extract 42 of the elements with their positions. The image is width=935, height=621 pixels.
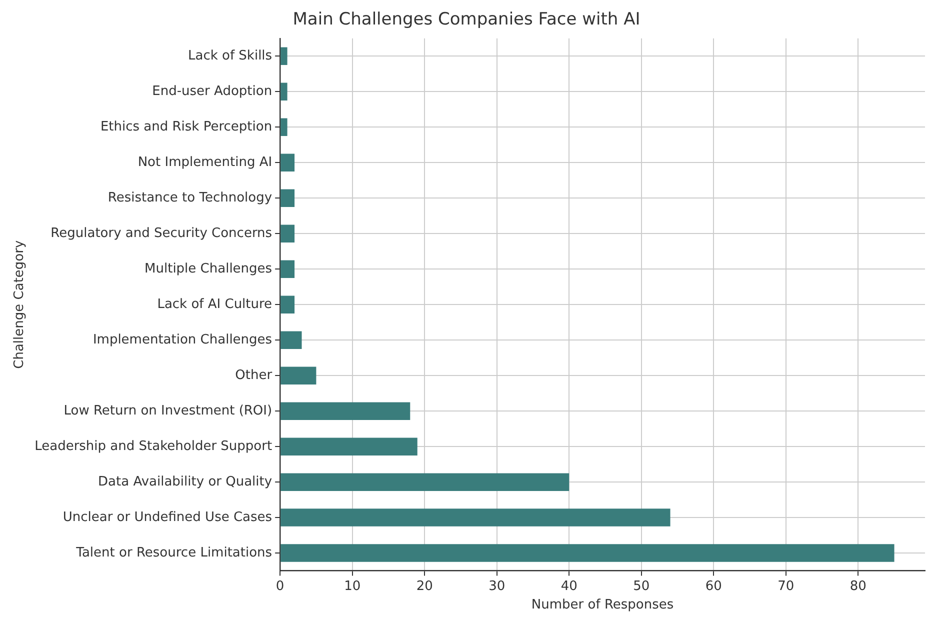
y-tick-label: Implementation Challenges: [92, 332, 272, 348]
y-tick-label: Lack of Skills: [188, 48, 272, 64]
y-tick-label: Data Availability or Quality: [98, 474, 272, 490]
y-tick-label: Resistance to Technology: [108, 190, 272, 206]
bar: [280, 544, 894, 562]
y-tick-label: Lack of AI Culture: [157, 296, 272, 312]
bar: [280, 366, 316, 384]
x-axis-title: Number of Responses: [531, 598, 674, 613]
x-tick-label: 80: [850, 578, 866, 594]
bar: [280, 154, 295, 172]
chart-title: Main Challenges Companies Face with AI: [292, 10, 640, 30]
x-tick-label: 20: [416, 578, 433, 594]
bar: [280, 82, 288, 101]
y-tick-label: Unclear or Undefined Use Cases: [62, 510, 272, 525]
y-tick-label: Low Return on Investment (ROI): [64, 403, 272, 418]
x-tick-label: 50: [633, 578, 650, 594]
x-tick-label: 60: [705, 578, 722, 594]
y-tick-label: Leadership and Stakeholder Support: [34, 438, 272, 454]
x-tick-label: 70: [778, 578, 794, 594]
y-tick-label: Ethics and Risk Perception: [100, 120, 272, 135]
bar: [280, 224, 295, 242]
bar: [280, 296, 295, 314]
bar: [280, 508, 670, 526]
bar: [280, 473, 570, 491]
bar: [280, 47, 288, 66]
bar: [280, 331, 302, 349]
x-tick-label: 0: [276, 578, 284, 594]
bar: [280, 438, 418, 456]
bar: [280, 260, 295, 278]
y-tick-label: Not Implementing AI: [138, 155, 272, 170]
x-tick-label: 10: [344, 578, 361, 594]
y-tick-label: Other: [235, 368, 273, 383]
y-tick-label: End-user Adoption: [152, 84, 272, 100]
y-tick-label: Talent or Resource Limitations: [75, 545, 272, 560]
x-tick-label: 40: [560, 578, 578, 594]
x-tick-label: 30: [488, 578, 506, 594]
bar: [280, 402, 410, 420]
bar: [280, 189, 295, 207]
y-tick-label: Regulatory and Security Concerns: [50, 226, 272, 241]
y-tick-label: Multiple Challenges: [144, 261, 272, 276]
bar: [280, 118, 288, 136]
y-axis-title: Challenge Category: [12, 240, 28, 369]
